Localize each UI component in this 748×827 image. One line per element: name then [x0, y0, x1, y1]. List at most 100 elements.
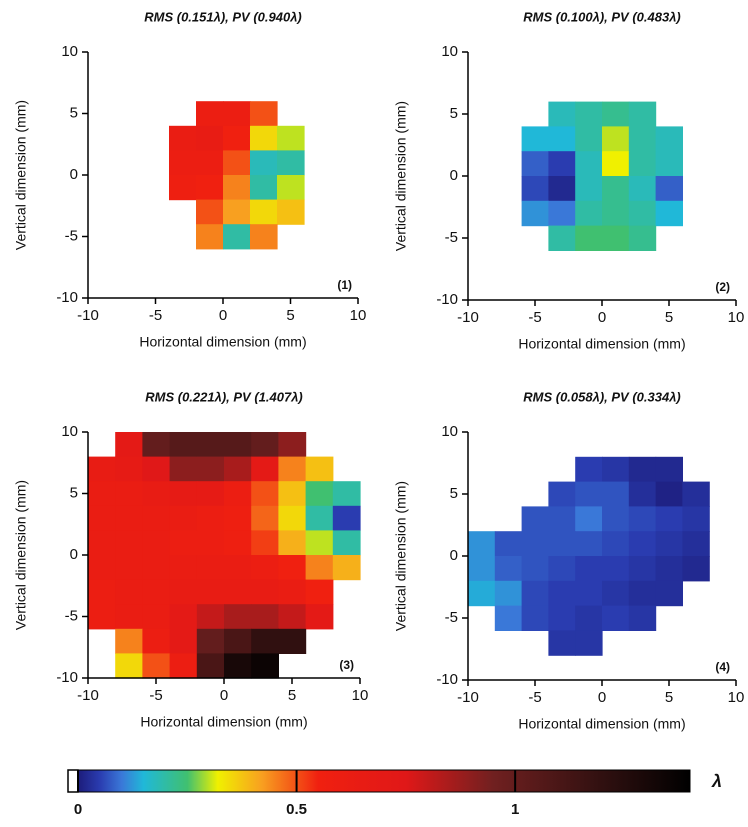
heat-cell — [251, 555, 279, 581]
heat-cell — [305, 604, 334, 630]
heat-cell — [277, 125, 305, 151]
heat-cell — [196, 530, 225, 556]
heat-cell — [142, 604, 171, 630]
y-axis-label: Vertical dimension (mm) — [393, 101, 409, 251]
heat-cell — [575, 630, 603, 656]
x-tick-label: -5 — [149, 687, 162, 704]
heat-cell — [628, 506, 657, 532]
heat-cell — [332, 555, 361, 581]
heat-cell — [278, 505, 307, 531]
y-tick-label: -10 — [56, 669, 78, 686]
heat-cell — [521, 176, 549, 202]
heat-cell — [115, 555, 143, 581]
panel-title: RMS (0.058λ), PV (0.334λ) — [523, 389, 681, 404]
heat-cell — [655, 176, 683, 202]
heat-cell — [548, 630, 576, 656]
y-tick-label: 10 — [61, 43, 78, 60]
heat-cell — [278, 579, 307, 605]
heat-cell — [277, 199, 305, 225]
heat-cell — [468, 556, 496, 582]
colorbar — [77, 769, 691, 793]
heat-cell — [521, 605, 549, 631]
heat-cell — [602, 556, 630, 582]
heat-cell — [169, 628, 198, 654]
x-axis-label: Horizontal dimension (mm) — [518, 336, 685, 352]
heat-cell — [682, 506, 710, 532]
heat-cell — [521, 556, 549, 582]
heat-cell — [223, 175, 251, 201]
y-tick-label: 0 — [450, 167, 458, 184]
x-tick-label: 0 — [220, 687, 228, 704]
heat-cell — [196, 579, 225, 605]
heat-cell — [223, 224, 251, 250]
heat-cell — [224, 505, 252, 531]
heat-cell — [196, 653, 225, 679]
heat-cell — [251, 505, 279, 531]
heat-cell — [655, 456, 683, 483]
x-tick-label: 0 — [598, 689, 606, 706]
heat-cell — [250, 150, 278, 176]
heat-cell — [250, 101, 278, 127]
x-tick-label: 0 — [219, 307, 227, 324]
heat-cell — [332, 530, 361, 556]
heat-cell — [169, 481, 198, 507]
y-tick-label: -10 — [56, 289, 78, 306]
heat-cell — [602, 101, 630, 127]
heat-cell — [251, 653, 279, 679]
heat-cell — [251, 579, 279, 605]
heat-cell — [224, 653, 252, 679]
heat-cell — [548, 556, 576, 582]
heat-cell — [548, 200, 576, 227]
heat-cell — [575, 580, 603, 607]
heat-cell — [602, 481, 630, 507]
heat-cell — [602, 151, 630, 177]
y-tick-label: 5 — [70, 484, 78, 501]
heat-cell — [628, 101, 657, 127]
heat-cell — [224, 628, 252, 654]
heat-cell — [521, 506, 549, 532]
heat-cell — [142, 456, 171, 482]
heat-cell — [305, 530, 334, 556]
heat-cell — [278, 432, 307, 458]
heat-cell — [196, 199, 224, 225]
x-tick-label: 5 — [665, 689, 673, 706]
x-tick-label: -5 — [528, 309, 541, 326]
heat-cell — [521, 580, 549, 607]
heat-cell — [115, 530, 143, 556]
heat-cell — [169, 175, 197, 201]
heat-cell — [115, 456, 143, 482]
heat-cell — [196, 604, 225, 630]
heat-cell — [575, 456, 603, 483]
heat-cell — [142, 481, 171, 507]
heat-cell — [628, 225, 657, 251]
heat-cell — [196, 125, 224, 151]
panel-label: (2) — [715, 280, 730, 294]
x-tick-label: -10 — [77, 307, 99, 324]
heat-cell — [169, 579, 198, 605]
y-tick-label: -10 — [436, 291, 458, 308]
heat-cell — [682, 481, 710, 507]
heat-cell — [655, 200, 683, 227]
x-axis-label: Horizontal dimension (mm) — [139, 334, 306, 350]
heat-cell — [251, 456, 279, 482]
y-tick-label: 5 — [70, 104, 78, 121]
heat-cell — [628, 580, 657, 607]
heat-cell — [88, 579, 116, 605]
y-axis-label: Vertical dimension (mm) — [13, 100, 29, 250]
heat-cell — [602, 456, 630, 483]
heat-cell — [305, 505, 334, 531]
heat-cell — [88, 555, 116, 581]
heat-cell — [628, 531, 657, 557]
x-tick-label: -10 — [77, 687, 99, 704]
colorbar-tick-label: 1 — [511, 801, 519, 818]
heat-cell — [602, 126, 630, 152]
heat-cell — [169, 653, 198, 679]
heat-cell — [223, 125, 251, 151]
heat-cell — [196, 432, 225, 458]
x-tick-label: 10 — [350, 307, 367, 324]
heat-cell — [602, 580, 630, 607]
heat-cell — [88, 505, 116, 531]
heat-cell — [115, 604, 143, 630]
heat-cell — [250, 125, 278, 151]
heat-cell — [521, 126, 549, 152]
